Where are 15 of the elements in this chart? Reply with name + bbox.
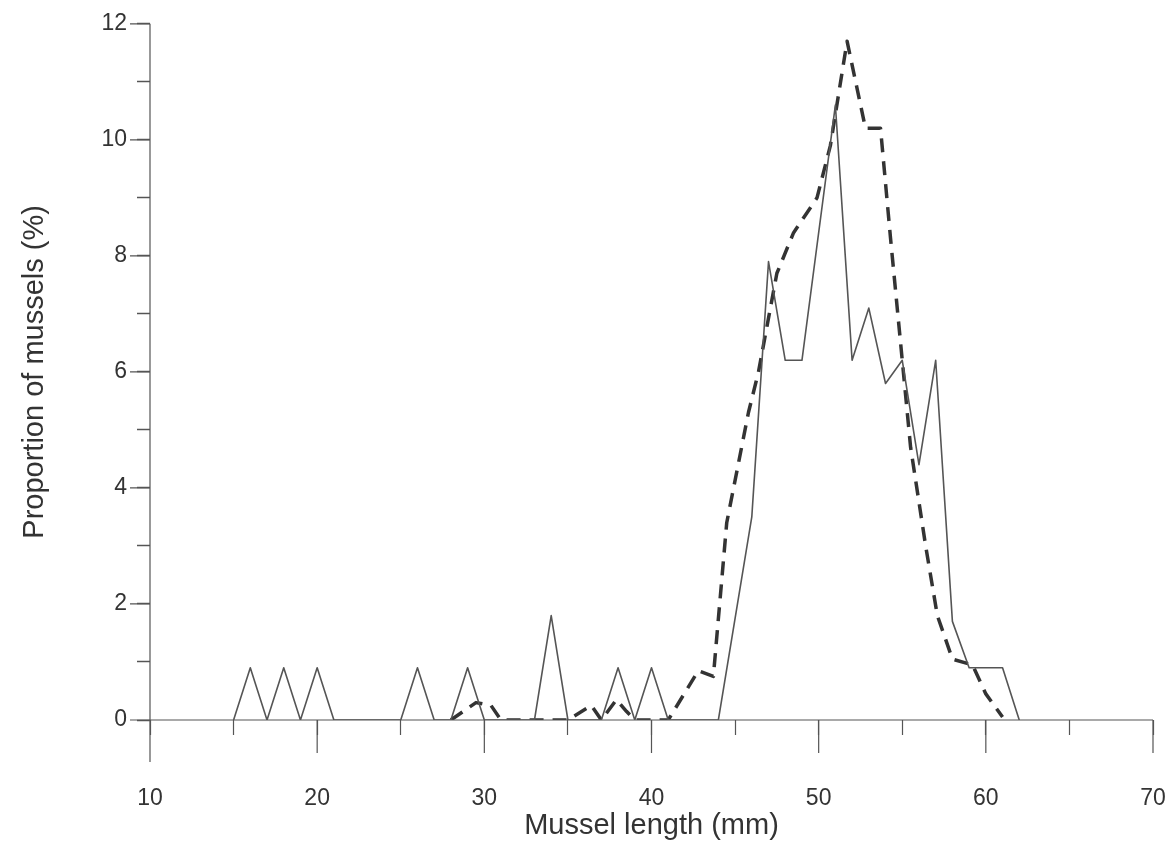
y-tick-label: 8 [114, 241, 127, 268]
y-tick-label: 6 [114, 357, 127, 384]
y-tick-label: 4 [114, 473, 128, 500]
y-tick-label: 0 [114, 705, 127, 732]
y-tick-label: 10 [101, 125, 127, 152]
line-series [449, 39, 1005, 720]
x-tick-label: 30 [471, 784, 498, 811]
x-tick-label: 60 [973, 784, 999, 811]
x-tick-label: 70 [1140, 784, 1166, 811]
y-axis-title: Proportion of mussels (%) [17, 205, 50, 539]
y-tick-label: 2 [114, 589, 127, 616]
x-tick-label: 50 [805, 784, 832, 811]
x-tick-label: 20 [304, 784, 330, 811]
x-tick-label: 10 [137, 784, 163, 811]
y-tick-label: 12 [101, 9, 127, 36]
